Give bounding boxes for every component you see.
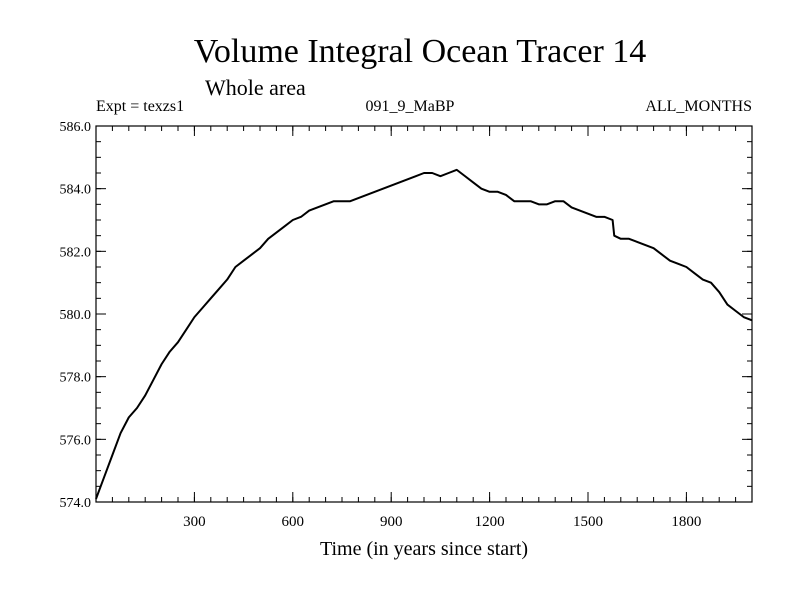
x-axis-label: Time (in years since start) xyxy=(320,538,528,560)
series-layer xyxy=(95,168,753,500)
x-tick-label: 1200 xyxy=(475,514,505,530)
y-tick-label: 574.0 xyxy=(60,496,92,511)
x-tick-label: 900 xyxy=(380,514,403,530)
series-line-0 xyxy=(95,168,753,500)
y-tick-label: 584.0 xyxy=(60,183,92,198)
period-label: 091_9_MaBP xyxy=(366,98,455,115)
chart-subtitle: Whole area xyxy=(205,75,306,100)
months-label: ALL_MONTHS xyxy=(645,98,752,115)
x-tick-label: 600 xyxy=(282,514,305,530)
x-tick-label: 1800 xyxy=(671,514,701,530)
plot-frame xyxy=(95,125,753,503)
y-tick-label: 580.0 xyxy=(60,308,92,323)
x-tick-label: 1500 xyxy=(573,514,603,530)
chart-title: Volume Integral Ocean Tracer 14 xyxy=(194,33,647,70)
y-tick-label: 582.0 xyxy=(60,245,92,260)
y-tick-label: 578.0 xyxy=(60,371,92,386)
y-tick-label: 576.0 xyxy=(60,433,92,448)
x-tick-label: 300 xyxy=(183,514,206,530)
axis-ticks: 574.0 576.0 578.0 580.0 582.0 584.0 586.0 300 60… xyxy=(60,120,752,530)
y-tick-label: 586.0 xyxy=(60,120,92,135)
experiment-label: Expt = texzs1 xyxy=(96,98,184,115)
